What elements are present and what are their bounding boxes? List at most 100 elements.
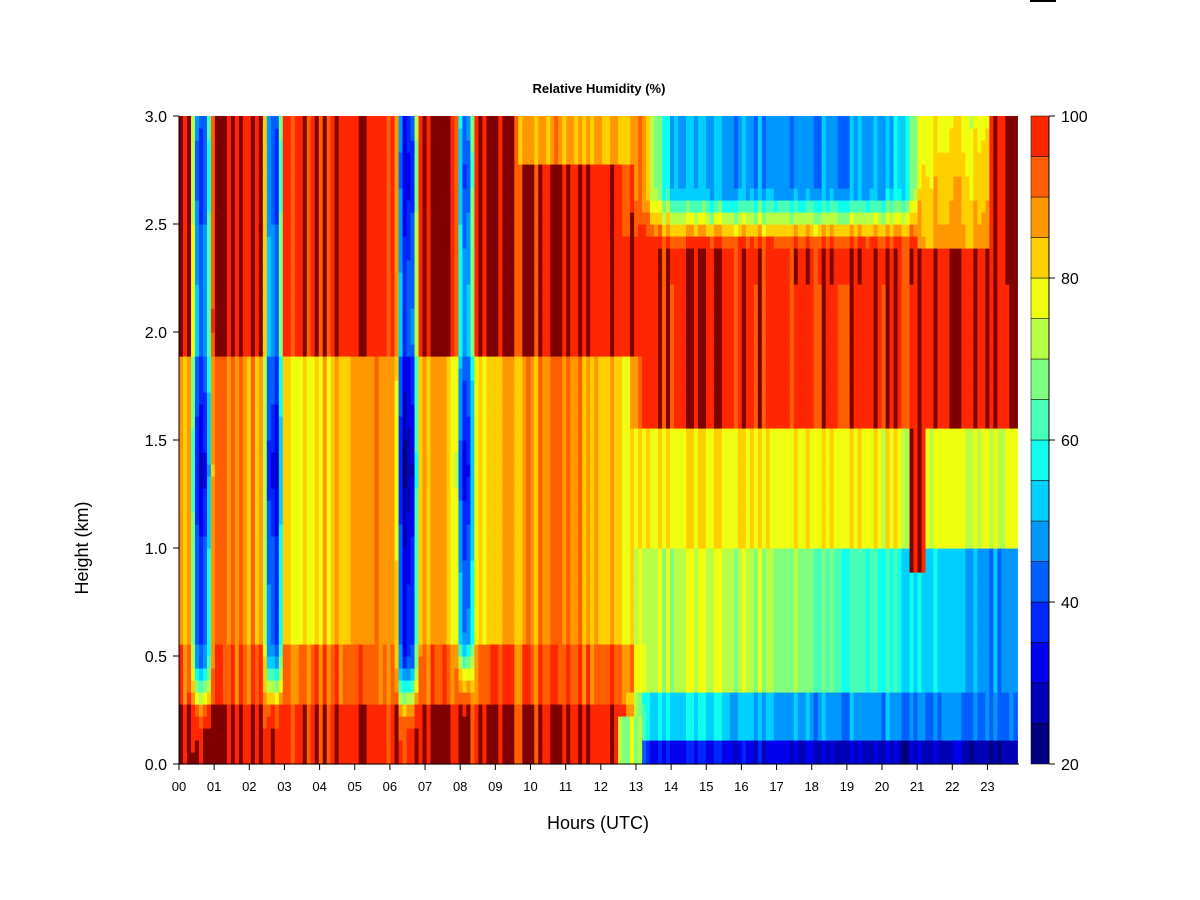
heatmap-cell [202,200,208,213]
heatmap-cell [198,608,204,621]
heatmap-cell [374,560,380,573]
heatmap-cell [282,416,288,429]
heatmap-cell [518,500,523,513]
heatmap-cell [430,404,436,417]
heatmap-cell [454,452,460,465]
heatmap-cell [222,536,228,549]
heatmap-cell [270,404,276,417]
heatmap-cell [538,260,543,273]
heatmap-cell [250,332,256,345]
heatmap-cell [510,500,515,513]
heatmap-cell [506,188,511,201]
heatmap-cell [474,356,479,369]
heatmap-cell [306,572,312,585]
heatmap-cell [434,740,440,753]
heatmap-cell [374,488,380,501]
heatmap-cell [514,344,519,357]
heatmap-cell [334,536,340,549]
heatmap-cell [214,668,220,681]
heatmap-cell [334,476,340,489]
heatmap-cell [538,140,543,153]
heatmap-cell [510,392,515,405]
heatmap-cell [198,584,204,597]
heatmap-cell [514,572,519,585]
heatmap-cell [230,752,236,765]
heatmap-cell [534,164,539,177]
heatmap-cell [274,476,280,489]
heatmap-cell [534,416,539,429]
heatmap-cell [522,692,527,705]
heatmap-cell [258,152,264,165]
heatmap-cell [538,164,543,177]
heatmap-cell [230,428,236,441]
heatmap-cell [338,728,344,741]
heatmap-cell [230,236,236,249]
heatmap-cell [294,368,300,381]
heatmap-cell [282,188,288,201]
heatmap-cell [402,704,408,717]
heatmap-cell [226,200,232,213]
heatmap-cell [390,536,396,549]
heatmap-cell [270,692,276,705]
heatmap-cell [186,452,192,465]
heatmap-cell [186,248,192,261]
heatmap-cell [270,212,276,225]
heatmap-cell [506,344,511,357]
heatmap-cell [358,572,364,585]
heatmap-cell [266,260,272,273]
heatmap-cell [226,644,232,657]
heatmap-cell [318,224,324,237]
heatmap-cell [522,500,527,513]
heatmap-cell [254,260,260,273]
heatmap-cell [282,656,288,669]
heatmap-cell [230,188,236,201]
heatmap-cell [486,236,491,249]
heatmap-cell [382,692,388,705]
heatmap-cell [346,512,352,525]
heatmap-cell [314,428,320,441]
heatmap-cell [422,524,428,537]
heatmap-cell [518,752,523,765]
heatmap-cell [406,560,412,573]
heatmap-cell [426,116,432,129]
heatmap-cell [530,476,535,489]
heatmap-cell [179,152,184,165]
heatmap-cell [278,572,284,585]
heatmap-cell [242,452,248,465]
heatmap-cell [470,476,476,489]
heatmap-cell [486,716,491,729]
heatmap-cell [542,488,547,501]
heatmap-cell [334,704,340,717]
heatmap-cell [310,560,316,573]
heatmap-cell [179,380,184,393]
heatmap-cell [190,188,196,201]
heatmap-cell [494,512,499,525]
heatmap-cell [242,680,248,693]
heatmap-cell [394,728,400,741]
heatmap-cell [290,344,296,357]
heatmap-cell [466,224,472,237]
heatmap-cell [414,524,420,537]
heatmap-cell [202,428,208,441]
heatmap-cell [422,308,428,321]
heatmap-cell [482,476,487,489]
heatmap-cell [510,176,515,189]
heatmap-cell [446,608,452,621]
heatmap-cell [442,416,448,429]
heatmap-cell [486,380,491,393]
heatmap-cell [226,260,232,273]
heatmap-cell [518,200,523,213]
heatmap-cell [334,488,340,501]
heatmap-cell [522,656,527,669]
heatmap-cell [198,140,204,153]
heatmap-cell [386,296,392,309]
heatmap-cell [314,224,320,237]
heatmap-cell [258,260,264,273]
heatmap-cell [430,740,436,753]
heatmap-cell [406,224,412,237]
heatmap-cell [410,548,416,561]
heatmap-cell [298,212,304,225]
heatmap-cell [270,668,276,681]
heatmap-cell [374,356,380,369]
heatmap-cell [179,272,184,285]
